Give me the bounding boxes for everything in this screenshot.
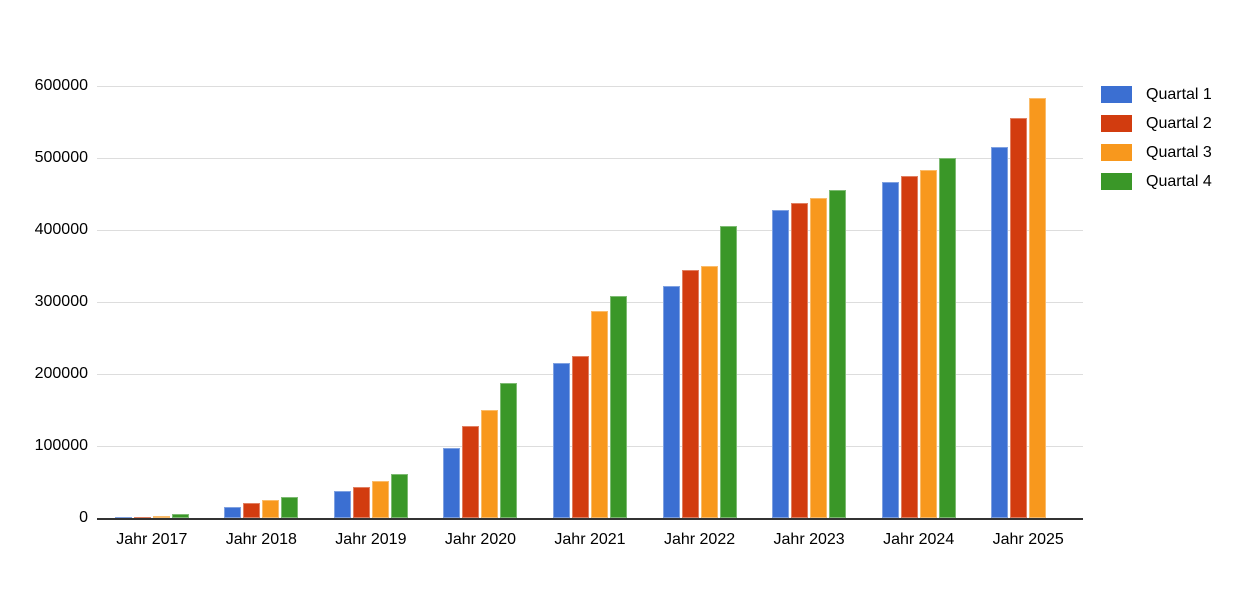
y-tick-label-600000: 600000 <box>34 77 88 94</box>
y-tick-label-400000: 400000 <box>34 221 88 238</box>
bar-quartal-4-jahr-2018 <box>281 497 299 518</box>
bar-quartal-3-jahr-2022 <box>700 266 718 518</box>
x-category-label-jahr-2020: Jahr 2020 <box>444 531 517 548</box>
bar-quartal-4-jahr-2022 <box>719 226 737 518</box>
legend-swatch-quartal-3 <box>1101 144 1132 161</box>
y-tick-label-100000: 100000 <box>34 437 88 454</box>
x-category-label-jahr-2024: Jahr 2024 <box>883 531 955 548</box>
y-tick-label-300000: 300000 <box>34 293 88 310</box>
bar-quartal-2-jahr-2021 <box>572 356 589 518</box>
x-category-label-jahr-2019: Jahr 2019 <box>335 531 407 548</box>
bar-quartal-1-jahr-2017 <box>114 517 132 518</box>
bar-quartal-1-jahr-2022 <box>662 286 680 518</box>
legend-item-quartal-4: Quartal 4 <box>1101 173 1212 190</box>
bar-quartal-2-jahr-2017 <box>133 516 151 518</box>
bar-quartal-4-jahr-2024 <box>938 158 956 518</box>
bar-quartal-1-jahr-2025 <box>991 147 1009 518</box>
legend-label-quartal-2: Quartal 2 <box>1146 115 1212 132</box>
gridline-600000 <box>97 86 1083 87</box>
x-category-label-jahr-2025: Jahr 2025 <box>992 531 1064 548</box>
bar-quartal-1-jahr-2019 <box>333 490 351 518</box>
y-tick-label-0: 0 <box>79 509 88 526</box>
bar-quartal-4-jahr-2020 <box>500 383 518 518</box>
x-category-label-jahr-2017: Jahr 2017 <box>116 531 188 548</box>
gridline-200000 <box>97 374 1083 375</box>
bar-quartal-2-jahr-2020 <box>462 425 480 518</box>
bar-quartal-3-jahr-2018 <box>262 500 280 518</box>
bar-quartal-3-jahr-2024 <box>919 170 937 518</box>
bar-quartal-3-jahr-2023 <box>810 198 828 518</box>
bar-quartal-2-jahr-2018 <box>243 502 261 518</box>
bar-quartal-1-jahr-2023 <box>772 209 790 518</box>
legend-item-quartal-1: Quartal 1 <box>1101 86 1212 103</box>
bar-quartal-3-jahr-2017 <box>152 516 170 518</box>
x-category-label-jahr-2022: Jahr 2022 <box>663 531 736 548</box>
bar-quartal-3-jahr-2020 <box>481 410 499 518</box>
bar-quartal-1-jahr-2024 <box>881 182 899 518</box>
gridline-300000 <box>97 302 1083 303</box>
x-axis-category-labels: Jahr 2017 Jahr 2018 Jahr 2019 Jahr 2020 Jahr… <box>97 530 1083 552</box>
bar-quartal-3-jahr-2025 <box>1029 98 1047 518</box>
legend-swatch-quartal-2 <box>1101 115 1132 132</box>
legend-label-quartal-4: Quartal 4 <box>1146 173 1212 190</box>
legend-item-quartal-3: Quartal 3 <box>1101 144 1212 161</box>
bar-quartal-1-jahr-2021 <box>553 363 570 518</box>
bar-quartal-4-jahr-2023 <box>829 190 847 518</box>
x-category-label-jahr-2021: Jahr 2021 <box>554 531 626 548</box>
legend-swatch-quartal-1 <box>1101 86 1132 103</box>
bar-quartal-4-jahr-2021 <box>610 296 627 518</box>
bar-quartal-2-jahr-2019 <box>352 487 370 518</box>
x-category-label-jahr-2023: Jahr 2023 <box>773 531 845 548</box>
bar-quartal-3-jahr-2021 <box>591 311 608 518</box>
plot-area <box>97 86 1083 520</box>
bar-quartal-2-jahr-2024 <box>900 176 918 518</box>
y-tick-label-500000: 500000 <box>34 149 88 166</box>
bar-quartal-3-jahr-2019 <box>371 481 389 518</box>
bar-quartal-1-jahr-2020 <box>443 448 461 518</box>
bar-quartal-2-jahr-2022 <box>681 269 699 518</box>
legend-swatch-quartal-4 <box>1101 173 1132 190</box>
bar-quartal-1-jahr-2018 <box>224 507 242 518</box>
gridline-500000 <box>97 158 1083 159</box>
y-axis-tick-labels: 0 100000 200000 300000 400000 500000 600000 <box>0 77 88 526</box>
bar-quartal-4-jahr-2019 <box>390 474 408 518</box>
bar-quartal-2-jahr-2023 <box>791 203 809 518</box>
gridline-100000 <box>97 446 1083 447</box>
legend: Quartal 1 Quartal 2 Quartal 3 Quartal 4 <box>1101 86 1212 202</box>
y-tick-label-200000: 200000 <box>34 365 88 382</box>
bar-quartal-2-jahr-2025 <box>1010 117 1028 518</box>
x-category-label-jahr-2018: Jahr 2018 <box>225 531 297 548</box>
legend-item-quartal-2: Quartal 2 <box>1101 115 1212 132</box>
gridline-400000 <box>97 230 1083 231</box>
legend-label-quartal-3: Quartal 3 <box>1146 144 1212 161</box>
bar-quartal-4-jahr-2017 <box>171 514 189 518</box>
legend-label-quartal-1: Quartal 1 <box>1146 86 1212 103</box>
